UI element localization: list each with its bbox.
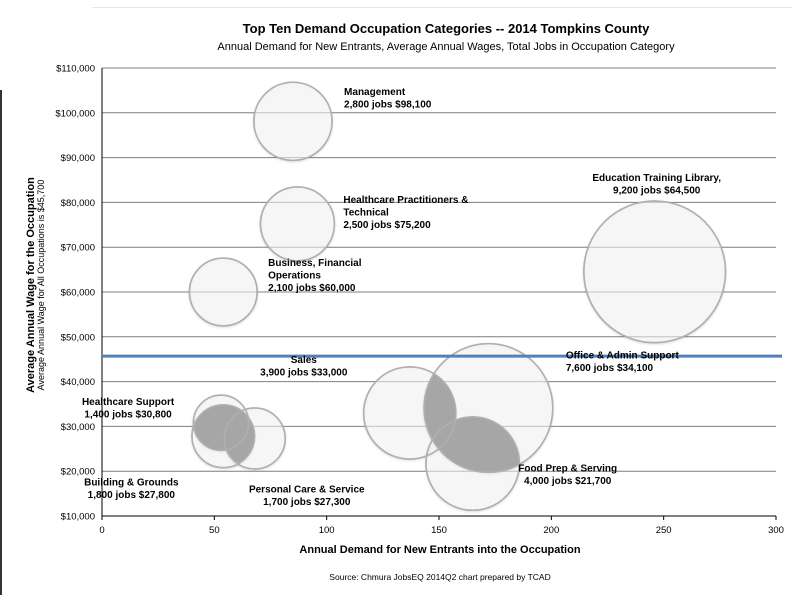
label-business-financial-operations: Operations	[268, 271, 321, 282]
bubble-outline	[253, 81, 333, 162]
left-edge-bar	[0, 90, 2, 595]
label-healthcare-practitioners-and-technical: 2,500 jobs $75,200	[343, 220, 431, 231]
bubble-outline	[423, 342, 554, 474]
label-business-financial-operations: 2,100 jobs $60,000	[268, 283, 356, 294]
label-food-prep-and-serving: 4,000 jobs $21,700	[524, 476, 612, 487]
label-business-financial-operations: Business, Financial	[268, 258, 362, 269]
label-sales: 3,900 jobs $33,000	[260, 367, 348, 378]
overlap-region	[224, 408, 255, 468]
label-building-and-grounds: 1,800 jobs $27,800	[88, 490, 176, 501]
y-tick-label: $90,000	[61, 153, 95, 164]
label-education-training-library: Education Training Library,	[592, 173, 721, 184]
y-tick-label: $30,000	[61, 422, 95, 433]
label-office-and-admin-support: 7,600 jobs $34,100	[566, 363, 654, 374]
y-tick-label: $70,000	[61, 243, 95, 254]
source-note: Source: Chmura JobsEQ 2014Q2 chart prepa…	[329, 572, 550, 582]
bubble-outline	[425, 416, 521, 512]
label-management: Management	[344, 87, 406, 98]
label-healthcare-practitioners-and-technical: Healthcare Practitioners &	[343, 195, 468, 206]
bubble-outline	[191, 404, 256, 469]
label-layer: Management 2,800 jobs $98,100 Healthcare P…	[82, 87, 721, 508]
overlap-region	[425, 416, 520, 473]
label-management: 2,800 jobs $98,100	[344, 100, 432, 111]
label-healthcare-support: 1,400 jobs $30,800	[84, 409, 172, 420]
chart-title: Top Ten Demand Occupation Categories -- …	[243, 21, 650, 36]
label-healthcare-practitioners-and-technical: Technical	[343, 207, 389, 218]
label-healthcare-support: Healthcare Support	[82, 397, 175, 408]
y-tick-label: $20,000	[61, 467, 95, 478]
label-food-prep-and-serving: Food Prep & Serving	[518, 464, 617, 475]
bubble-layer	[188, 81, 727, 512]
label-building-and-grounds: Building & Grounds	[84, 477, 179, 488]
y-tick-label: $10,000	[61, 512, 95, 523]
ticks-layer: $10,000 $20,000 $30,000 $40,000 $50,000 $60,0…	[55, 64, 784, 537]
y-tick-label: $110,000	[56, 64, 95, 75]
y-axis-subtitle: Average Annual Wage for All Occupations …	[36, 180, 46, 391]
y-tick-label: $50,000	[61, 332, 95, 343]
x-axis-title: Annual Demand for New Entrants into the …	[299, 544, 580, 556]
y-tick-label: $40,000	[61, 377, 95, 388]
label-sales: Sales	[291, 355, 318, 366]
chart-subtitle: Annual Demand for New Entrants, Average …	[217, 41, 675, 53]
y-tick-label: $60,000	[61, 288, 95, 299]
x-tick-label: 200	[543, 525, 559, 536]
bubble-outline	[259, 186, 336, 262]
x-tick-label: 150	[431, 525, 447, 536]
x-tick-label: 0	[99, 525, 104, 536]
bubble-outline	[223, 407, 286, 470]
bubble-outline	[362, 366, 457, 460]
label-personal-care-and-service: 1,700 jobs $27,300	[263, 497, 351, 508]
x-tick-label: 50	[209, 525, 220, 536]
label-education-training-library: 9,200 jobs $64,500	[613, 185, 701, 196]
label-personal-care-and-service: Personal Care & Service	[249, 484, 365, 495]
x-tick-label: 250	[656, 525, 672, 536]
y-axis-title: Average Annual Wage for the Occupation	[25, 177, 37, 393]
bubble-outline	[192, 394, 250, 452]
y-tick-label: $100,000	[55, 108, 95, 119]
x-tick-label: 300	[768, 525, 784, 536]
bubble-outline	[188, 257, 258, 327]
y-tick-label: $80,000	[61, 198, 95, 209]
x-tick-label: 100	[319, 525, 335, 536]
label-office-and-admin-support: Office & Admin Support	[566, 351, 680, 362]
bubble-outline	[583, 200, 727, 344]
top-rule	[92, 7, 792, 8]
